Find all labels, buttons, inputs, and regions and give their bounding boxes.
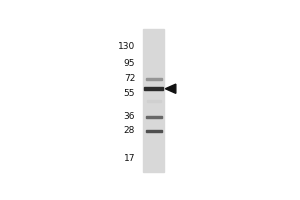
Text: 130: 130	[118, 42, 135, 51]
Text: 95: 95	[124, 59, 135, 68]
Polygon shape	[165, 84, 176, 93]
Text: 28: 28	[124, 126, 135, 135]
Text: 55: 55	[124, 89, 135, 98]
Bar	[143, 29, 164, 172]
Bar	[146, 130, 162, 132]
Bar	[147, 100, 161, 102]
Bar	[146, 78, 162, 80]
Bar	[145, 87, 163, 90]
Text: 72: 72	[124, 74, 135, 83]
Text: 17: 17	[124, 154, 135, 163]
Text: 36: 36	[124, 112, 135, 121]
Bar	[146, 116, 162, 118]
